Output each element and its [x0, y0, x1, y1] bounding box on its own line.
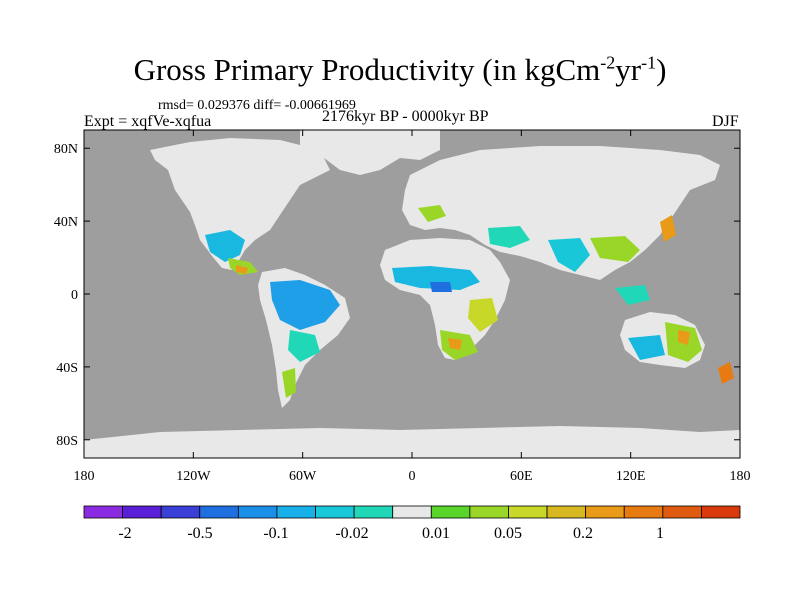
lat-tick-label: 0: [71, 288, 78, 303]
lon-tick-label: 120E: [616, 469, 646, 484]
gpp-sa-mid: [288, 330, 320, 362]
gpp-africa-sahel: [392, 266, 480, 290]
colorbar-swatch: [585, 505, 625, 519]
colorbar-swatch: [392, 505, 432, 519]
colorbar-swatch: [469, 505, 509, 519]
longitude-axis: 180 120W 60W 0 60E 120E 180: [74, 130, 751, 484]
gpp-africa-central: [430, 282, 452, 292]
colorbar: -2 -0.5 -0.1 -0.02 0.01 0.05 0.2 1: [83, 505, 741, 542]
period-label: 2176kyr BP - 0000kyr BP: [322, 108, 489, 125]
gpp-africa-south-orange: [448, 338, 462, 350]
gpp-china: [590, 236, 640, 262]
colorbar-label: 0.01: [422, 525, 450, 542]
gpp-europe: [418, 205, 446, 222]
stats-text: rmsd= 0.029376 diff= -0.00661969: [158, 98, 356, 113]
latitude-axis: 80N 40N 0 40S 80S: [54, 142, 740, 449]
colorbar-swatch: [701, 505, 741, 519]
gpp-na-south: [228, 258, 258, 275]
map-title: Gross Primary Productivity (in kgCm-2yr-…: [133, 52, 667, 87]
lat-tick-label: 40S: [56, 361, 78, 376]
colorbar-swatch: [276, 505, 316, 519]
gpp-australia-orange: [678, 330, 690, 345]
season-label: DJF: [712, 113, 739, 130]
gpp-sa-north: [270, 280, 340, 330]
colorbar-label: 1: [656, 525, 664, 542]
lon-tick-label: 180: [74, 469, 95, 484]
colorbar-label: 0.05: [494, 525, 522, 542]
colorbar-swatch: [122, 505, 162, 519]
lon-tick-label: 60W: [289, 469, 317, 484]
colorbar-swatch: [199, 505, 239, 519]
colorbar-swatch: [160, 505, 201, 519]
gpp-africa-east: [468, 298, 498, 332]
gpp-india: [548, 238, 590, 272]
colorbar-label: -0.02: [335, 525, 368, 542]
lon-tick-label: 180: [730, 469, 751, 484]
colorbar-swatch: [353, 505, 394, 519]
colorbar-label: -0.5: [187, 525, 212, 542]
gpp-nz: [718, 362, 734, 384]
gpp-japan: [660, 215, 676, 242]
gpp-na-west: [205, 230, 245, 262]
colorbar-label: -0.1: [263, 525, 288, 542]
land-antarctica: [84, 426, 740, 458]
lon-tick-label: 0: [409, 469, 416, 484]
lon-tick-label: 60E: [510, 469, 533, 484]
colorbar-swatch: [83, 505, 123, 519]
gpp-sa-south: [282, 368, 296, 398]
land-eurasia: [402, 146, 720, 280]
colorbar-swatch: [662, 505, 702, 519]
lat-tick-label: 80S: [56, 434, 78, 449]
gpp-middle-east: [488, 226, 530, 248]
colorbar-swatch: [315, 505, 355, 519]
gpp-mexico: [236, 265, 248, 274]
colorbar-swatch: [546, 505, 587, 519]
lat-tick-label: 80N: [54, 142, 78, 157]
land-arctic: [300, 130, 440, 175]
colorbar-swatch: [430, 505, 471, 519]
colorbar-label: -2: [118, 525, 131, 542]
lon-tick-label: 120W: [176, 469, 211, 484]
colorbar-swatch: [237, 505, 278, 519]
colorbar-label: 0.2: [573, 525, 593, 542]
land-layer: [84, 130, 740, 458]
colorbar-swatch: [623, 505, 664, 519]
gpp-se-asia: [615, 285, 650, 305]
gpp-australia-west: [628, 335, 665, 360]
colorbar-swatch: [508, 505, 548, 519]
experiment-label: Expt = xqfVe-xqfua: [84, 113, 212, 130]
land-north-america: [150, 138, 330, 270]
lat-tick-label: 40N: [54, 215, 78, 230]
